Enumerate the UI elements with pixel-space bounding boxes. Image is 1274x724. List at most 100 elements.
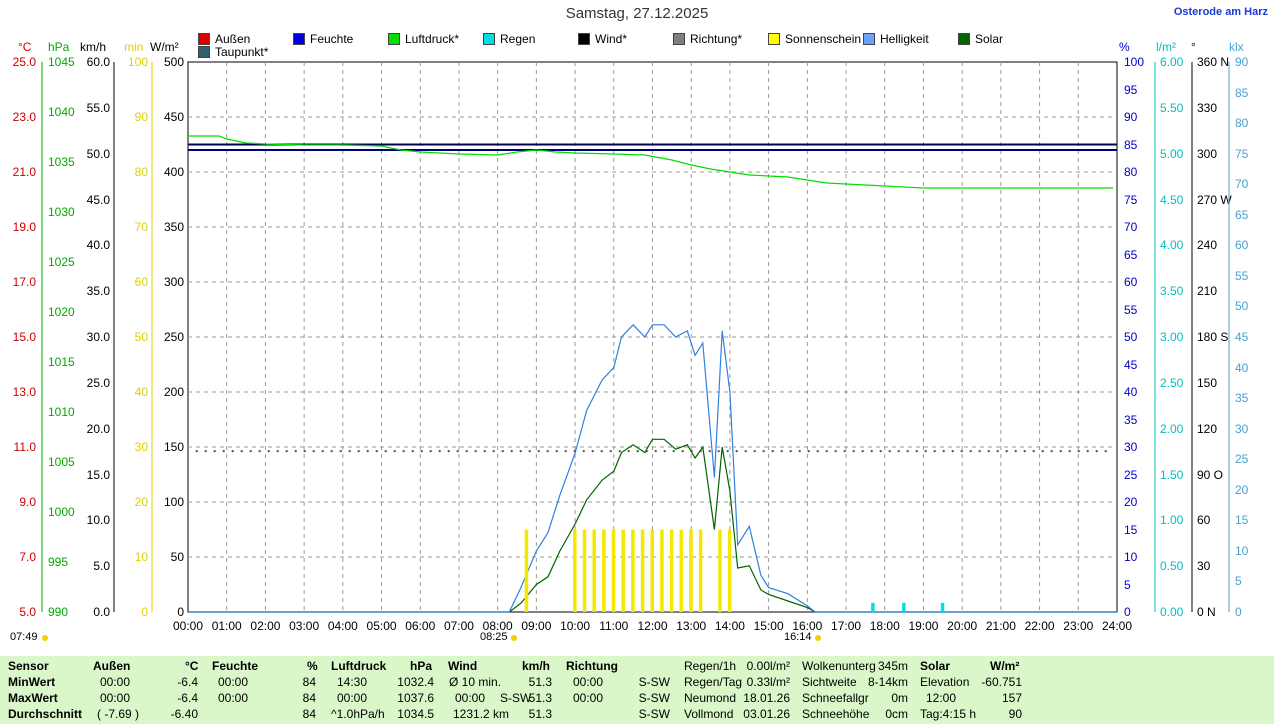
solar-unit: W/m² [990, 659, 1020, 673]
sicht-value: 8-14km [867, 675, 908, 689]
x-tick-label: 01:00 [212, 619, 242, 633]
legend-swatch [198, 46, 210, 58]
axis-unit-title: °C [18, 40, 32, 54]
tick-lm2: 0.50 [1160, 559, 1184, 574]
tick-hpa: 1010 [48, 405, 75, 419]
tick-klx: 5 [1235, 574, 1242, 589]
tick-hpa: 1005 [48, 455, 75, 469]
tick-klx: 20 [1235, 482, 1249, 497]
tick-lm2: 3.00 [1160, 330, 1184, 344]
tick-kmh: 30.0 [86, 330, 110, 344]
legend-swatch [673, 33, 685, 45]
chart-title: Samstag, 27.12.2025 [565, 5, 709, 22]
aussen-avg-val: -6.40 [170, 707, 198, 721]
solar-noon-value: 157 [1001, 691, 1022, 705]
x-tick-label: 03:00 [289, 619, 319, 633]
bar-sonnenschein [524, 529, 529, 612]
tick-hpa: 1030 [48, 205, 75, 219]
tick-lm2: 0.00 [1160, 605, 1184, 619]
tick-wm2: 200 [163, 385, 184, 399]
tick-wm2: 0 [177, 605, 184, 619]
legend-label: Wind* [595, 32, 628, 46]
solar-day-value: 90 [1008, 707, 1022, 721]
axis-unit-title: klx [1229, 40, 1244, 54]
tick-wm2: 300 [163, 275, 184, 289]
tick-kmh: 50.0 [86, 146, 110, 161]
x-tick-label: 09:00 [521, 619, 551, 633]
tick-klx: 85 [1235, 85, 1249, 100]
legend-label: Luftdruck* [405, 32, 460, 46]
tick-klx: 0 [1235, 605, 1242, 619]
tick-klx: 10 [1235, 543, 1249, 558]
legend-label: Richtung* [690, 32, 743, 46]
wind-min-val: 51.3 [528, 675, 552, 689]
legend-swatch [578, 33, 590, 45]
richt-min-val: S-SW [638, 675, 670, 689]
tick-pct: 35 [1124, 412, 1138, 427]
tick-klx: 15 [1235, 513, 1249, 528]
tick-klx: 80 [1235, 116, 1249, 131]
tick-min: 0 [141, 605, 148, 619]
axis-unit-title: % [1119, 40, 1130, 54]
solar-noon-label: 12:00 [926, 691, 957, 705]
tick-deg: 60 [1197, 513, 1211, 528]
tick-kmh: 40.0 [86, 238, 110, 253]
tick-klx: 70 [1235, 177, 1249, 192]
aussen-min-val: -6.4 [177, 675, 198, 689]
legend-label: Solar [975, 32, 1004, 46]
regen-tag-label: Regen/Tag [684, 675, 743, 689]
tick-kmh: 55.0 [86, 100, 110, 115]
tick-deg: 90 O [1197, 467, 1224, 482]
tick-klx: 55 [1235, 268, 1249, 283]
tick-pct: 25 [1124, 467, 1138, 482]
tick-temp: 23.0 [12, 110, 36, 124]
tick-kmh: 60.0 [86, 55, 110, 69]
bar-sonnenschein [650, 529, 654, 612]
tick-hpa: 1040 [48, 105, 75, 119]
druck-min-time: 14:30 [337, 675, 368, 689]
tick-min: 20 [134, 495, 148, 509]
schneehoehe-label: Schneehöhe [802, 707, 870, 721]
legend-item: Taupunkt* [198, 45, 268, 59]
x-tick-label: 17:00 [831, 619, 861, 633]
tick-temp: 17.0 [12, 275, 36, 289]
tick-pct: 60 [1124, 275, 1138, 289]
tick-kmh: 10.0 [86, 513, 110, 528]
solar-elev-value: -60.751 [981, 675, 1022, 689]
solar-day-label: Tag:4:15 h [920, 707, 977, 721]
legend-label: Regen [500, 32, 536, 46]
tick-pct: 100 [1124, 55, 1145, 69]
x-tick-label: 15:00 [754, 619, 784, 633]
series-line-solar [188, 438, 1117, 613]
tick-deg: 330 [1197, 100, 1218, 115]
tick-lm2: 5.50 [1160, 100, 1184, 115]
tick-pct: 40 [1124, 385, 1138, 399]
tick-klx: 30 [1235, 421, 1249, 436]
header-aussen: Außen [93, 659, 131, 673]
stats-table: Sensor Außen °C Feuchte % Luftdruck hPa … [0, 656, 1274, 724]
feuchte-min-val: 84 [302, 675, 316, 689]
tick-pct: 0 [1124, 605, 1131, 619]
richt-avg-val: S-SW [638, 707, 670, 721]
x-tick-label: 07:00 [444, 619, 474, 633]
x-tick-label: 00:00 [173, 619, 203, 633]
aussen-max-val: -6.4 [177, 691, 198, 705]
tick-deg: 300 [1197, 146, 1218, 161]
legend-label: Taupunkt* [215, 45, 269, 59]
tick-min: 40 [134, 385, 148, 399]
wind-avg-val: 51.3 [528, 707, 552, 721]
tick-kmh: 25.0 [86, 375, 110, 390]
tick-pct: 70 [1124, 220, 1138, 234]
schneehoehe-value: 0cm [885, 707, 908, 721]
bar-regen [940, 602, 945, 612]
bar-regen [902, 602, 906, 612]
regen-1h-label: Regen/1h [684, 659, 737, 673]
solar-end-marker [815, 635, 821, 641]
x-tick-label: 08:00 [483, 619, 513, 633]
wind-distance: 1231.2 km [453, 707, 510, 721]
tick-min: 100 [127, 55, 148, 69]
aussen-min-time: 00:00 [100, 675, 131, 689]
richt-max-val: S-SW [638, 691, 670, 705]
tick-hpa: 1015 [48, 355, 75, 369]
legend-item: Außen [198, 32, 250, 46]
